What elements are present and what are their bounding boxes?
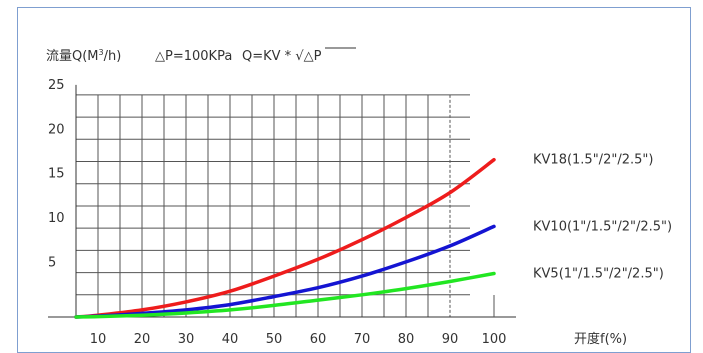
y-tick-label: 25	[48, 78, 65, 93]
series-label-0: KV18(1.5"/2"/2.5")	[533, 153, 653, 168]
x-tick-label: 40	[222, 332, 239, 347]
x-tick-label: 20	[134, 332, 151, 347]
series-line-2	[74, 271, 496, 319]
x-tick-labels: 10 20 30 40 50 60 70 80 90 100	[90, 332, 507, 347]
formula-radicand: △P	[304, 49, 322, 64]
x-tick-label: 60	[310, 332, 327, 347]
series-labels: KV18(1.5"/2"/2.5") KV10(1"/1.5"/2"/2.5") K…	[533, 153, 672, 282]
x-tick-label: 70	[354, 332, 371, 347]
x-tick-label: 50	[266, 332, 283, 347]
series-label-1: KV10(1"/1.5"/2"/2.5")	[533, 219, 672, 234]
x-tick-label: 10	[90, 332, 107, 347]
y-tick-labels: 5 10 15 20 25	[48, 78, 65, 271]
x-axis-label: 开度f(%)	[574, 331, 627, 347]
series-line-0	[74, 157, 496, 319]
y-tick-label: 10	[48, 211, 65, 226]
x-tick-label: 90	[442, 332, 459, 347]
grid	[76, 94, 470, 317]
x-tick-label: 80	[398, 332, 415, 347]
sqrt-symbol: √	[295, 49, 304, 64]
y-tick-label: 15	[48, 167, 65, 182]
x-tick-label: 30	[178, 332, 195, 347]
chart-frame: 流量Q(M3/h) △P=100KPa Q=KV * √△P 5 10 15 20 25…	[17, 7, 691, 353]
formula-label: Q=KV * √△P	[242, 49, 322, 64]
y-tick-label: 20	[48, 122, 65, 137]
x-tick-label: 100	[482, 332, 507, 347]
flow-chart: 流量Q(M3/h) △P=100KPa Q=KV * √△P 5 10 15 20 25…	[46, 47, 672, 347]
y-tick-label: 5	[48, 256, 56, 271]
series-curves	[74, 157, 496, 319]
series-label-2: KV5(1"/1.5"/2"/2.5")	[533, 266, 664, 281]
chart-title: 流量Q(M3/h)	[46, 48, 121, 64]
pressure-label: △P=100KPa	[155, 49, 232, 64]
